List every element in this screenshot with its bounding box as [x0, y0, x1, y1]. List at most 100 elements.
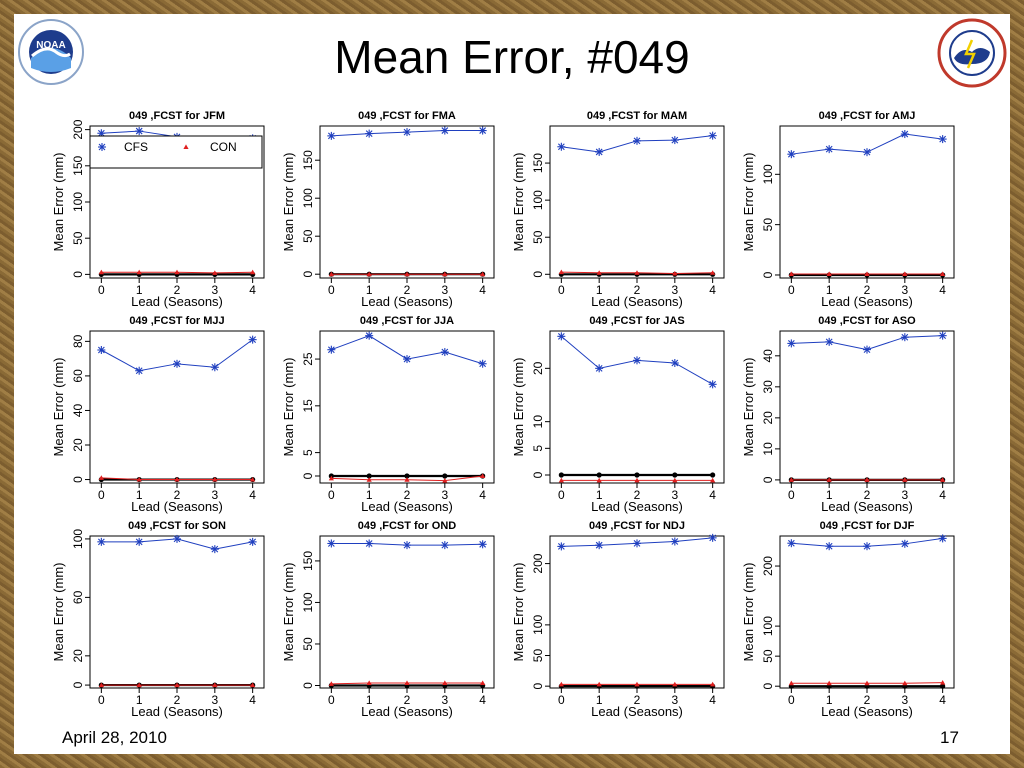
y-tick-label: 100 [761, 164, 775, 184]
x-tick-label: 4 [709, 283, 716, 297]
y-tick-label: 0 [531, 271, 545, 278]
y-tick-label: 50 [761, 649, 775, 663]
x-tick-label: 4 [939, 488, 946, 502]
cfs-point [327, 539, 336, 548]
x-tick-label: 2 [634, 283, 641, 297]
cfs-point [787, 339, 796, 348]
x-tick-label: 1 [826, 488, 833, 502]
con-point [940, 477, 946, 482]
x-tick-label: 3 [901, 693, 908, 707]
y-tick-label: 100 [301, 188, 315, 208]
cfs-point [708, 131, 717, 140]
noaa-logo-center-text: NOAA [36, 40, 65, 51]
con-point [366, 477, 372, 482]
cfs-point [97, 129, 106, 138]
chart-panel-jja: 049 ,FCST for JJA 0 5 15 25 0 1 2 3 4 Lead (Season… [281, 315, 495, 514]
y-tick-label: 0 [761, 271, 775, 278]
con-point [328, 681, 334, 686]
y-tick-label: 0 [301, 472, 315, 479]
x-tick-label: 2 [174, 283, 181, 297]
cfs-point [863, 148, 871, 157]
zero-point [596, 472, 602, 478]
con-point [788, 477, 794, 482]
x-tick-label: 2 [864, 488, 871, 502]
cfs-point [440, 348, 449, 357]
cfs-point [327, 131, 336, 140]
y-tick-label: 0 [531, 471, 545, 478]
y-tick-label: 0 [761, 476, 775, 483]
nws-logo-icon [937, 18, 1007, 88]
x-tick-label: 0 [788, 283, 795, 297]
cfs-point [478, 359, 487, 368]
y-tick-label: 150 [531, 153, 545, 173]
y-axis-label: Mean Error (mm) [281, 358, 296, 457]
con-point [710, 477, 716, 483]
y-tick-label: 200 [71, 119, 85, 139]
cfs-point [938, 331, 947, 340]
con-point [250, 269, 256, 275]
nws-logo [936, 18, 1008, 88]
x-tick-label: 0 [98, 488, 105, 502]
legend-con-label: CON [210, 140, 237, 154]
y-tick-label: 150 [301, 551, 315, 571]
cfs-point [557, 542, 566, 551]
con-point [596, 681, 602, 687]
cfs-point [825, 145, 834, 154]
y-tick-label: 5 [301, 449, 315, 456]
x-axis-label: Lead (Seasons) [591, 294, 683, 309]
chart-title: 049 ,FCST for OND [358, 520, 456, 532]
cfs-point [708, 380, 717, 389]
x-tick-label: 1 [136, 488, 143, 502]
con-point [174, 682, 180, 688]
x-tick-label: 0 [558, 283, 565, 297]
x-tick-label: 4 [249, 488, 256, 502]
cfs-point [478, 540, 487, 549]
cfs-point [403, 128, 411, 137]
x-tick-label: 2 [174, 693, 181, 707]
x-axis-label: Lead (Seasons) [131, 499, 223, 514]
x-tick-label: 4 [709, 488, 716, 502]
y-axis-label: Mean Error (mm) [741, 358, 756, 457]
y-tick-label: 40 [761, 349, 775, 363]
chart-panel-ndj: 049 ,FCST for NDJ 0 50 100 200 0 1 2 3 4 Lead (Sea… [511, 520, 725, 719]
x-tick-label: 3 [901, 283, 908, 297]
x-tick-label: 2 [174, 488, 181, 502]
x-tick-label: 1 [136, 283, 143, 297]
con-point [596, 477, 602, 483]
x-tick-label: 0 [98, 283, 105, 297]
x-tick-label: 4 [249, 693, 256, 707]
noaa-logo: NOAA [16, 18, 86, 86]
y-axis-label: Mean Error (mm) [741, 563, 756, 662]
cfs-point [863, 345, 871, 354]
cfs-point [670, 359, 679, 367]
y-axis-label: Mean Error (mm) [52, 563, 66, 662]
con-point [902, 477, 908, 482]
chart-panel-son: 049 ,FCST for SON 0 20 60 100 0 1 2 3 4 Lead (Seas… [51, 520, 265, 719]
cfs-point [440, 541, 449, 550]
con-point [174, 269, 180, 275]
con-point [136, 476, 142, 482]
cfs-point [478, 126, 487, 135]
x-tick-label: 2 [404, 693, 411, 707]
x-tick-label: 0 [328, 488, 335, 502]
y-axis-label: Mean Error (mm) [281, 563, 296, 662]
chart-title: 049 ,FCST for NDJ [589, 520, 685, 532]
y-tick-label: 50 [301, 229, 315, 243]
cfs-point [210, 363, 219, 372]
zero-point [940, 683, 946, 689]
chart-title: 049 ,FCST for DJF [820, 520, 915, 532]
con-point [212, 270, 218, 275]
x-tick-label: 2 [864, 693, 871, 707]
y-tick-label: 200 [761, 556, 775, 576]
con-point [788, 271, 794, 276]
con-point [826, 271, 832, 276]
x-tick-label: 0 [98, 693, 105, 707]
cfs-point [403, 541, 411, 550]
cfs-point [173, 534, 181, 543]
cfs-point [787, 539, 796, 548]
y-tick-label: 150 [301, 150, 315, 170]
chart-panel-fma: 049 ,FCST for FMA 0 50 100 150 0 1 2 3 4 Lead (Sea… [281, 110, 495, 309]
con-point [366, 271, 372, 277]
y-tick-label: 100 [531, 190, 545, 210]
